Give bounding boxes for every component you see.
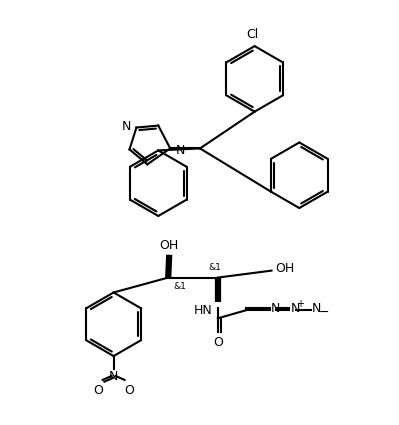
Text: OH: OH (160, 239, 179, 252)
Text: O: O (93, 384, 103, 397)
Text: N: N (312, 302, 322, 315)
Text: N: N (176, 144, 186, 157)
Text: N: N (109, 370, 118, 383)
Text: +: + (296, 299, 304, 309)
Text: &1: &1 (173, 281, 186, 291)
Text: O: O (124, 384, 134, 397)
Text: &1: &1 (208, 263, 221, 272)
Text: N: N (122, 120, 132, 133)
Text: HN: HN (194, 304, 213, 317)
Text: O: O (213, 336, 223, 349)
Text: N: N (271, 302, 280, 315)
Text: Cl: Cl (247, 28, 259, 41)
Text: N: N (290, 302, 300, 315)
Text: OH: OH (275, 262, 295, 275)
Text: −: − (319, 306, 330, 319)
